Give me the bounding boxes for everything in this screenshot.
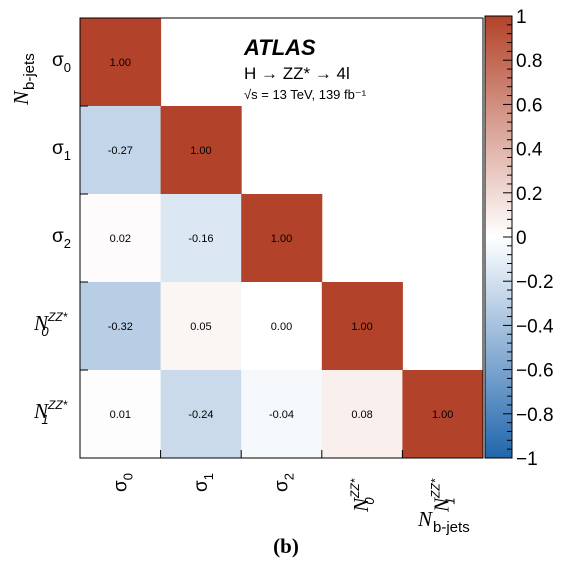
heatmap-cell bbox=[80, 106, 162, 195]
heatmap-cell bbox=[241, 370, 323, 459]
colorbar-tick-label: 0.2 bbox=[516, 184, 542, 205]
heatmap-cell bbox=[321, 282, 403, 371]
y-tick-labels: σ0 σ1 σ2 NZZ* 0 NZZ* 1 bbox=[33, 50, 71, 427]
cell-value-label: 1.00 bbox=[110, 57, 131, 69]
x-tick-labels: σ0 σ1 σ2 NZZ*0 NZZ*1 bbox=[110, 473, 457, 513]
y-tick-label: NZZ* 0 bbox=[33, 310, 68, 339]
colorbar-tick-label: 0.8 bbox=[516, 51, 542, 72]
cell-value-label: 0.08 bbox=[351, 409, 372, 421]
cell-value-label: 1.00 bbox=[432, 409, 453, 421]
heatmap-cell bbox=[160, 106, 242, 195]
colorbar-tick-label: −0.4 bbox=[516, 316, 554, 337]
heatmap-cell bbox=[321, 370, 403, 459]
colorbar-tick-label: −0.6 bbox=[516, 361, 554, 382]
x-tick-label: NZZ*1 bbox=[429, 478, 458, 513]
colorbar-tick-label: 0.6 bbox=[516, 95, 542, 116]
colorbar-tick-label: −0.2 bbox=[516, 272, 554, 293]
x-axis-label: Nb-jets bbox=[417, 507, 470, 536]
colorbar-tick-label: −1 bbox=[516, 449, 538, 470]
colorbar-tick-label: 0.4 bbox=[516, 140, 543, 161]
cell-value-label: -0.24 bbox=[188, 409, 213, 421]
cell-value-label: -0.27 bbox=[108, 145, 133, 157]
cell-value-label: -0.04 bbox=[269, 409, 294, 421]
energy-lumi-label: √s = 13 TeV, 139 fb⁻¹ bbox=[244, 87, 367, 102]
cell-value-label: 1.00 bbox=[190, 145, 211, 157]
colorbar-tick-label: 0 bbox=[516, 228, 527, 249]
heatmap-cell bbox=[241, 282, 323, 371]
colorbar-ticks: 1 0.8 0.6 0.4 0.2 0 −0.2 −0.4 −0.6 −0.8 −1 bbox=[503, 7, 554, 470]
heatmap-cell bbox=[80, 282, 162, 371]
y-tick-label: NZZ* 1 bbox=[33, 398, 68, 427]
plot-frame bbox=[79, 17, 484, 459]
y-tick-label: σ2 bbox=[52, 226, 71, 251]
y-axis-label: Nb-jets bbox=[9, 53, 38, 106]
process-label: H → ZZ* → 4l bbox=[244, 64, 350, 83]
axis-ticks bbox=[80, 105, 403, 458]
heatmap-cell bbox=[80, 194, 162, 283]
heatmap-cell bbox=[241, 194, 323, 283]
heatmap-cell bbox=[160, 194, 242, 283]
x-tick-label: σ0 bbox=[110, 473, 135, 492]
cell-value-label: 0.02 bbox=[110, 233, 131, 245]
cell-value-label: -0.32 bbox=[108, 321, 133, 333]
cell-value-label: 0.00 bbox=[271, 321, 292, 333]
cell-value-label: 0.01 bbox=[110, 409, 131, 421]
heatmap-cell bbox=[160, 282, 242, 371]
heatmap-cell bbox=[402, 370, 484, 459]
colorbar-tick-label: 1 bbox=[516, 7, 527, 28]
heatmap-cell bbox=[80, 18, 162, 107]
heatmap-cell bbox=[160, 370, 242, 459]
x-tick-label: NZZ*0 bbox=[348, 478, 377, 513]
atlas-label: ATLAS bbox=[243, 35, 316, 60]
heatmap-cell-labels: 1.00 -0.27 1.00 0.02 -0.16 1.00 -0.32 0.05 0.00 1… bbox=[108, 57, 454, 421]
heatmap-cell bbox=[80, 370, 162, 459]
x-tick-label: σ2 bbox=[272, 473, 297, 492]
cell-value-label: 0.05 bbox=[190, 321, 211, 333]
cell-value-label: 1.00 bbox=[271, 233, 292, 245]
y-tick-label: σ0 bbox=[52, 50, 71, 75]
x-tick-label: σ1 bbox=[191, 473, 216, 492]
cell-value-label: 1.00 bbox=[351, 321, 372, 333]
panel-label: (b) bbox=[273, 534, 299, 558]
cell-value-label: -0.16 bbox=[188, 233, 213, 245]
heatmap-cells bbox=[80, 18, 484, 459]
colorbar-tick-label: −0.8 bbox=[516, 405, 554, 426]
y-tick-label: σ1 bbox=[52, 138, 71, 163]
